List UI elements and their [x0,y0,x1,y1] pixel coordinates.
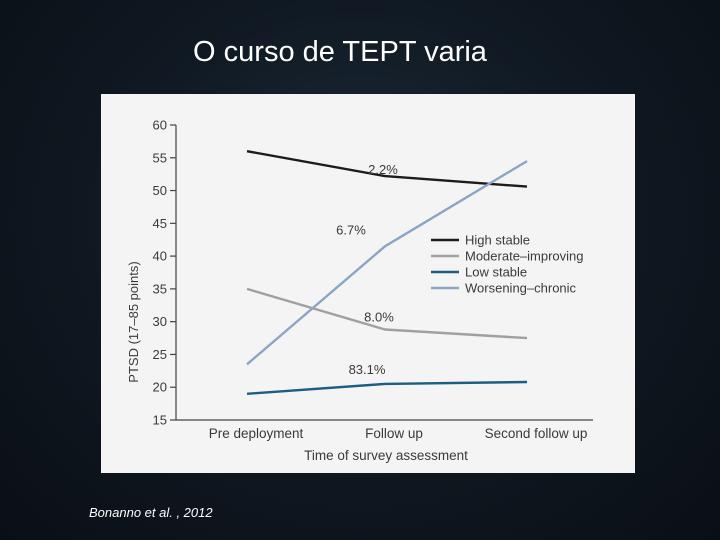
y-tick-label: 50 [153,183,167,198]
legend-label: High stable [465,233,530,248]
y-tick-label: 15 [153,413,167,428]
x-tick-label: Second follow up [485,426,588,441]
x-axis: Pre deployment Follow up Second follow up [176,419,593,441]
y-tick-label: 40 [153,249,167,264]
series-annotation: 83.1% [349,362,386,377]
slide-title: O curso de TEPT varia [193,36,487,68]
citation: Bonanno et al. , 2012 [89,505,213,520]
series-annotation: 8.0% [364,310,394,325]
y-tick-label: 30 [153,314,167,329]
y-tick-label: 45 [153,216,167,231]
series-line [246,160,528,366]
ptsd-line-chart: 15 20 25 30 35 40 45 50 55 60 Pre deployment Follo… [126,118,593,463]
x-axis-label: Time of survey assessment [304,448,468,463]
legend-label: Low stable [465,265,527,280]
y-tick-label: 20 [153,380,167,395]
legend-label: Worsening–chronic [465,281,577,296]
series-line [246,287,528,340]
y-tick-label: 55 [153,150,167,165]
x-tick-label: Follow up [365,426,423,441]
y-axis-label: PTSD (17–85 points) [126,261,141,382]
series-annotation: 6.7% [336,222,366,237]
series-annotation: 2.2% [368,162,398,177]
series-annotations: 2.2% 8.0% 83.1% 6.7% [336,162,398,377]
series-line [246,150,528,188]
series-line [246,380,528,395]
y-tick-label: 60 [153,118,167,133]
chart-panel: 15 20 25 30 35 40 45 50 55 60 Pre deployment Follo… [101,94,635,473]
y-axis: 15 20 25 30 35 40 45 50 55 60 [153,118,177,428]
y-tick-label: 25 [153,347,167,362]
x-tick-label: Pre deployment [209,426,304,441]
legend-label: Moderate–improving [465,249,584,264]
y-tick-label: 35 [153,281,167,296]
series-lines [246,150,528,395]
